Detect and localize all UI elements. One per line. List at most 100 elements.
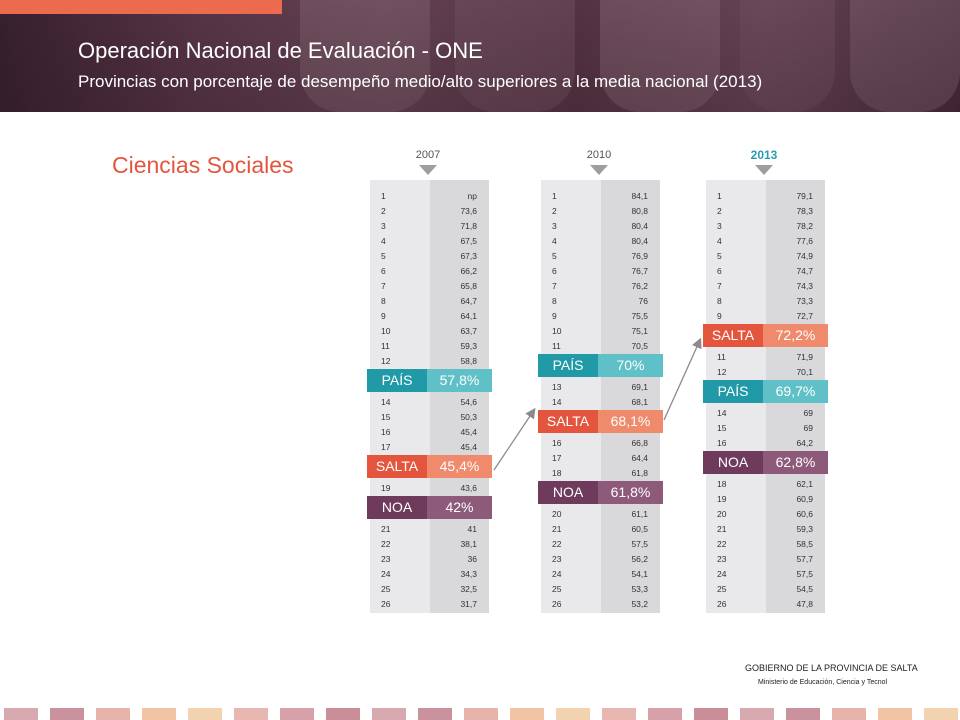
noa-label: NOA: [703, 451, 763, 474]
rank-number: 22: [717, 539, 727, 549]
percentage-value: 60,6: [796, 509, 813, 519]
percentage-value: 64,7: [460, 296, 477, 306]
percentage-value: 66,8: [631, 438, 648, 448]
rank-number: 7: [381, 281, 386, 291]
rank-number: 21: [381, 524, 391, 534]
percentage-value: 70,5: [631, 341, 648, 351]
ranking-column-2013: 1 79,1 2 78,3 3 78,2 4 77,6 5 74,9 6 74,7 7 74,3 8 73,3…: [703, 180, 828, 613]
rank-band: [541, 180, 601, 613]
noa-highlight-row: NOA 61,8%: [538, 481, 663, 504]
percentage-value: 65,8: [460, 281, 477, 291]
table-row: 2 80,8: [541, 203, 660, 218]
table-row: 9 75,5: [541, 308, 660, 323]
table-row: 3 78,2: [706, 218, 825, 233]
percentage-value: 58,5: [796, 539, 813, 549]
table-row: 24 57,5: [706, 566, 825, 581]
table-row: 23 57,7: [706, 551, 825, 566]
percentage-value: 61,8: [631, 468, 648, 478]
rank-number: 3: [717, 221, 722, 231]
rank-number: 25: [381, 584, 391, 594]
percentage-value: 58,8: [460, 356, 477, 366]
percentage-value: 78,2: [796, 221, 813, 231]
table-row: 24 34,3: [370, 566, 489, 581]
rank-number: 2: [552, 206, 557, 216]
table-row: 18 62,1: [706, 476, 825, 491]
table-row: 2 73,6: [370, 203, 489, 218]
table-row: 11 59,3: [370, 338, 489, 353]
percentage-value: 60,9: [796, 494, 813, 504]
table-row: 2 78,3: [706, 203, 825, 218]
table-row: 9 64,1: [370, 308, 489, 323]
table-row: 15 69: [706, 420, 825, 435]
percentage-value: 57,5: [631, 539, 648, 549]
table-row: 5 74,9: [706, 248, 825, 263]
rank-number: 24: [381, 569, 391, 579]
footer-square: [832, 708, 866, 720]
percentage-value: 74,3: [796, 281, 813, 291]
rank-number: 11: [381, 341, 390, 351]
table-row: 16 64,2: [706, 435, 825, 450]
rank-number: 8: [381, 296, 386, 306]
salta-label: SALTA: [367, 455, 427, 478]
footer-square: [740, 708, 774, 720]
rank-number: 8: [717, 296, 722, 306]
salta-percentage: 72,2%: [763, 324, 828, 347]
footer-square: [418, 708, 452, 720]
table-row: 3 71,8: [370, 218, 489, 233]
percentage-value: 66,2: [460, 266, 477, 276]
table-row: 8 73,3: [706, 293, 825, 308]
table-row: 23 36: [370, 551, 489, 566]
rank-number: 8: [552, 296, 557, 306]
rank-number: 2: [381, 206, 386, 216]
rank-number: 5: [381, 251, 386, 261]
percentage-value: 77,6: [796, 236, 813, 246]
percentage-value: 38,1: [460, 539, 477, 549]
percentage-value: 76: [638, 296, 648, 306]
rank-number: 3: [552, 221, 557, 231]
percentage-value: 45,4: [460, 427, 477, 437]
rank-band: [370, 180, 430, 613]
noa-percentage: 61,8%: [598, 481, 663, 504]
percentage-value: 79,1: [796, 191, 813, 201]
footer-square: [188, 708, 222, 720]
percentage-value: 54,6: [460, 397, 477, 407]
table-row: 21 41: [370, 521, 489, 536]
table-row: 12 58,8: [370, 353, 489, 368]
rank-number: 24: [552, 569, 562, 579]
header-banner: Operación Nacional de Evaluación - ONE P…: [0, 0, 960, 112]
rank-number: 23: [717, 554, 727, 564]
rank-number: 14: [717, 408, 727, 418]
percentage-value: 72,7: [796, 311, 813, 321]
percentage-value: 68,1: [631, 397, 648, 407]
table-row: 6 74,7: [706, 263, 825, 278]
percentage-value: 76,7: [631, 266, 648, 276]
percentage-value: 74,7: [796, 266, 813, 276]
table-row: 19 43,6: [370, 480, 489, 495]
table-row: 6 76,7: [541, 263, 660, 278]
percentage-value: 53,2: [631, 599, 648, 609]
rank-number: 23: [381, 554, 391, 564]
rank-number: 6: [381, 266, 386, 276]
rank-number: 3: [381, 221, 386, 231]
rank-number: 15: [381, 412, 391, 422]
table-row: 21 60,5: [541, 521, 660, 536]
rank-number: 9: [552, 311, 557, 321]
table-row: 6 66,2: [370, 263, 489, 278]
salta-percentage: 45,4%: [427, 455, 492, 478]
rank-number: 11: [552, 341, 561, 351]
table-row: 11 71,9: [706, 349, 825, 364]
percentage-value: 78,3: [796, 206, 813, 216]
table-row: 12 70,1: [706, 364, 825, 379]
percentage-value: 41: [467, 524, 477, 534]
footer-square: [372, 708, 406, 720]
table-row: 14 54,6: [370, 394, 489, 409]
year-label: 2013: [750, 148, 778, 162]
pais-label: PAÍS: [538, 354, 598, 377]
rank-number: 14: [381, 397, 391, 407]
footer-square: [464, 708, 498, 720]
percentage-value: 45,4: [460, 442, 477, 452]
rank-number: 15: [717, 423, 727, 433]
table-row: 4 80,4: [541, 233, 660, 248]
footer-square: [142, 708, 176, 720]
noa-percentage: 62,8%: [763, 451, 828, 474]
